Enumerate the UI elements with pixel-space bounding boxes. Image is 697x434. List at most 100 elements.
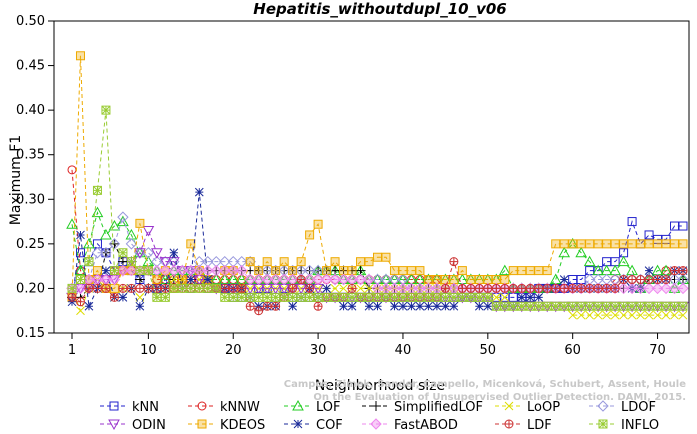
data-point-kdeos [661,239,671,249]
data-point-loop [644,310,654,320]
data-point-inflo [373,292,382,302]
data-point-inflo [534,301,544,311]
data-point-kdeos [245,257,255,267]
data-point-fastabod [210,264,222,277]
data-point-fastabod [159,264,172,277]
data-point-inflo [101,105,111,115]
data-point-cof [76,230,85,240]
data-point-ldf [542,283,552,293]
data-point-inflo [177,283,187,293]
data-point-loop [500,292,510,302]
data-point-inflo [126,257,136,267]
data-point-fastabod [320,273,333,286]
chart-title: Hepatitis_withoutdupl_10_v06 [253,0,506,18]
legend-label-fastabod: FastABOD [394,418,458,433]
data-point-inflo [670,301,680,311]
data-point-lof [83,237,95,249]
data-point-simplifiedlof [109,238,120,249]
data-point-inflo [466,292,476,302]
data-point-inflo [423,292,433,302]
plot-frame [53,20,690,334]
data-point-knn [678,221,688,231]
data-point-inflo [305,292,315,302]
data-point-kdeos [339,266,349,276]
data-point-inflo [593,301,603,311]
data-point-ldf [126,283,136,293]
data-point-inflo [449,292,459,302]
data-point-kdeos [483,275,493,285]
data-point-lof [498,264,511,276]
data-point-ldf [254,306,264,316]
data-point-inflo [525,301,535,311]
data-point-inflo [186,283,196,293]
y-tick-label: 0.25 [16,237,45,252]
data-point-kdeos [449,275,459,285]
data-point-kdeos [254,266,264,276]
data-point-inflo [237,292,247,302]
data-point-ldf [457,283,467,293]
data-point-loop [356,284,365,293]
data-point-cof [347,301,357,311]
data-point-ldf [135,283,145,293]
data-point-cof [118,292,128,302]
legend-item-odin: ODIN [100,418,166,433]
data-point-inflo [356,292,366,302]
data-point-cof [424,301,433,311]
data-point-ldf [75,297,85,307]
data-point-kdeos [271,266,281,276]
data-point-ldf [678,266,688,276]
legend-marker-ldf [504,419,514,429]
data-point-cof [449,301,459,311]
data-point-inflo [517,301,527,311]
data-point-ldof [261,264,273,277]
data-point-inflo [653,301,663,311]
data-point-inflo [636,301,646,311]
y-tick-label: 0.35 [16,148,45,163]
data-point-kdeos [585,239,595,249]
data-point-kdeos [636,239,646,249]
data-point-cof [339,301,348,311]
data-point-cof [203,275,213,284]
legend-marker-knnw [197,401,207,411]
data-point-kdeos [627,239,637,249]
data-point-ldof [108,238,121,250]
data-point-loop [627,310,637,320]
data-point-kdeos [525,266,535,276]
data-point-kdeos [415,266,425,276]
data-point-inflo [160,292,170,302]
data-point-loop [491,292,501,302]
data-point-ldf [551,283,561,293]
data-point-odin [74,283,87,295]
data-point-lof [269,273,282,285]
data-point-fastabod [329,273,341,286]
data-point-inflo [135,266,145,276]
data-point-lof [346,273,358,285]
data-point-ldof [117,211,129,223]
data-point-knn [627,217,637,227]
data-point-ldf [160,283,170,293]
data-point-fastabod [337,273,350,286]
data-point-loop [76,306,85,316]
data-point-ldf [653,275,663,285]
data-point-fastabod [168,264,180,277]
data-point-cof [101,266,111,275]
data-point-inflo [152,292,162,302]
legend-item-loop: LoOP [495,400,560,415]
data-point-lof [583,255,596,267]
data-point-ldf [305,283,315,293]
legend-marker-cof [293,419,303,429]
data-point-kdeos [457,266,467,276]
data-point-ldf [449,257,459,267]
data-point-kdeos [373,252,382,262]
data-point-loop [330,284,340,293]
data-point-cof [559,275,569,284]
data-point-inflo [559,301,569,311]
data-point-fastabod [74,282,87,295]
data-point-fastabod [269,273,282,286]
data-point-ldf [92,283,102,293]
data-point-fastabod [312,273,324,286]
y-axis-label: Maximum F1 [8,135,24,225]
y-tick-label: 0.40 [16,103,45,118]
data-point-loop [610,310,620,320]
data-point-lof [244,273,257,285]
